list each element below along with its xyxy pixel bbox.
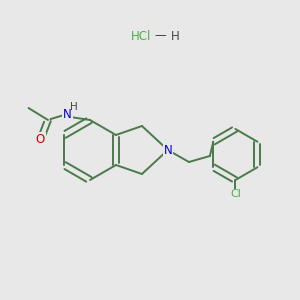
Text: —: —: [154, 29, 166, 43]
Text: H: H: [171, 29, 180, 43]
Text: Cl: Cl: [230, 189, 241, 200]
Text: O: O: [36, 133, 45, 146]
Text: N: N: [164, 143, 172, 157]
Text: H: H: [70, 101, 78, 112]
Text: HCl: HCl: [131, 29, 151, 43]
Text: N: N: [63, 107, 72, 121]
